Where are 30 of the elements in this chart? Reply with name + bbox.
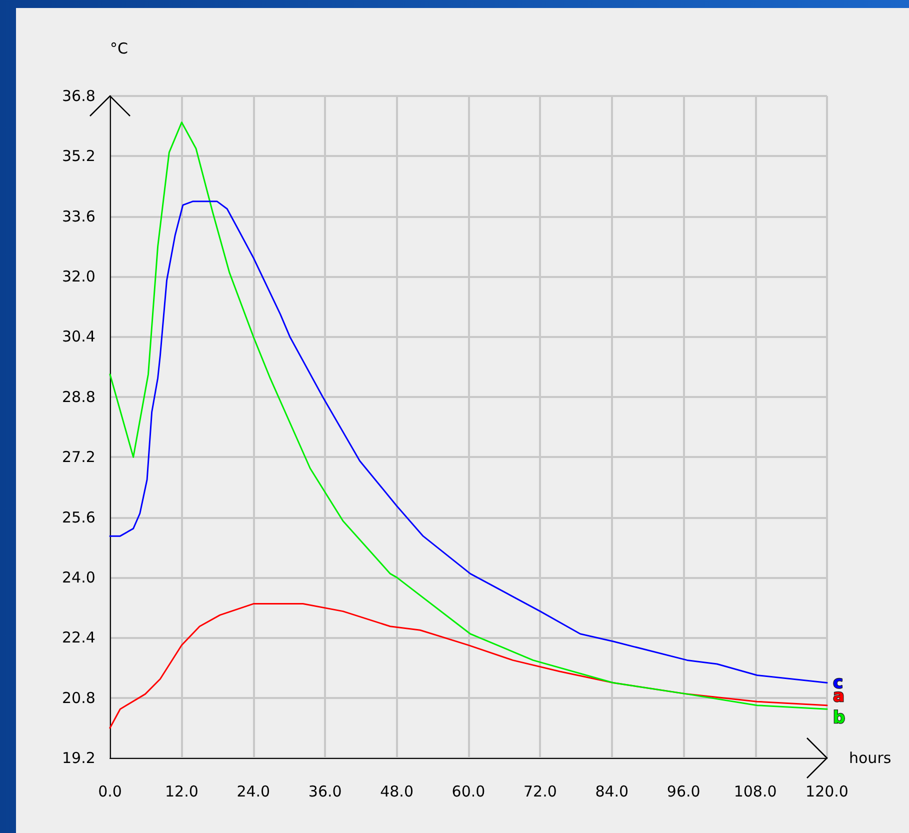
x-axis-title: hours xyxy=(849,749,892,767)
x-tick-label: 60.0 xyxy=(452,782,486,800)
y-tick-label: 22.4 xyxy=(62,628,96,647)
x-tick-label: 48.0 xyxy=(380,782,414,800)
x-tick-label: 108.0 xyxy=(734,782,777,800)
series-label: b xyxy=(833,708,846,728)
y-tick-label: 28.8 xyxy=(62,388,96,406)
y-tick-label: 30.4 xyxy=(62,328,96,346)
x-tick-label: 120.0 xyxy=(806,782,848,800)
x-tick-label: 24.0 xyxy=(236,782,270,800)
line-series xyxy=(109,122,828,710)
y-tick-label: 32.0 xyxy=(62,268,96,286)
y-axis-title: °C xyxy=(110,40,128,58)
series-label: c xyxy=(833,672,844,693)
line-series xyxy=(109,200,828,684)
x-tick-label: 0.0 xyxy=(98,782,122,800)
y-tick-label: 25.6 xyxy=(62,508,96,526)
y-tick-label: 35.2 xyxy=(62,147,96,166)
x-tick-label: 72.0 xyxy=(523,782,557,800)
x-tick-label: 96.0 xyxy=(666,782,700,800)
y-tick-label: 24.0 xyxy=(62,568,96,586)
y-tick-label: 36.8 xyxy=(62,87,96,105)
y-tick-label: 20.8 xyxy=(62,688,96,707)
y-tick-label: 33.6 xyxy=(62,207,96,226)
y-tick-label: 19.2 xyxy=(62,749,96,767)
x-tick-label: 12.0 xyxy=(164,782,198,800)
line-series xyxy=(109,603,828,729)
y-tick-label: 27.2 xyxy=(62,448,96,466)
x-tick-label: 84.0 xyxy=(595,782,629,800)
x-tick-label: 36.0 xyxy=(308,782,342,800)
